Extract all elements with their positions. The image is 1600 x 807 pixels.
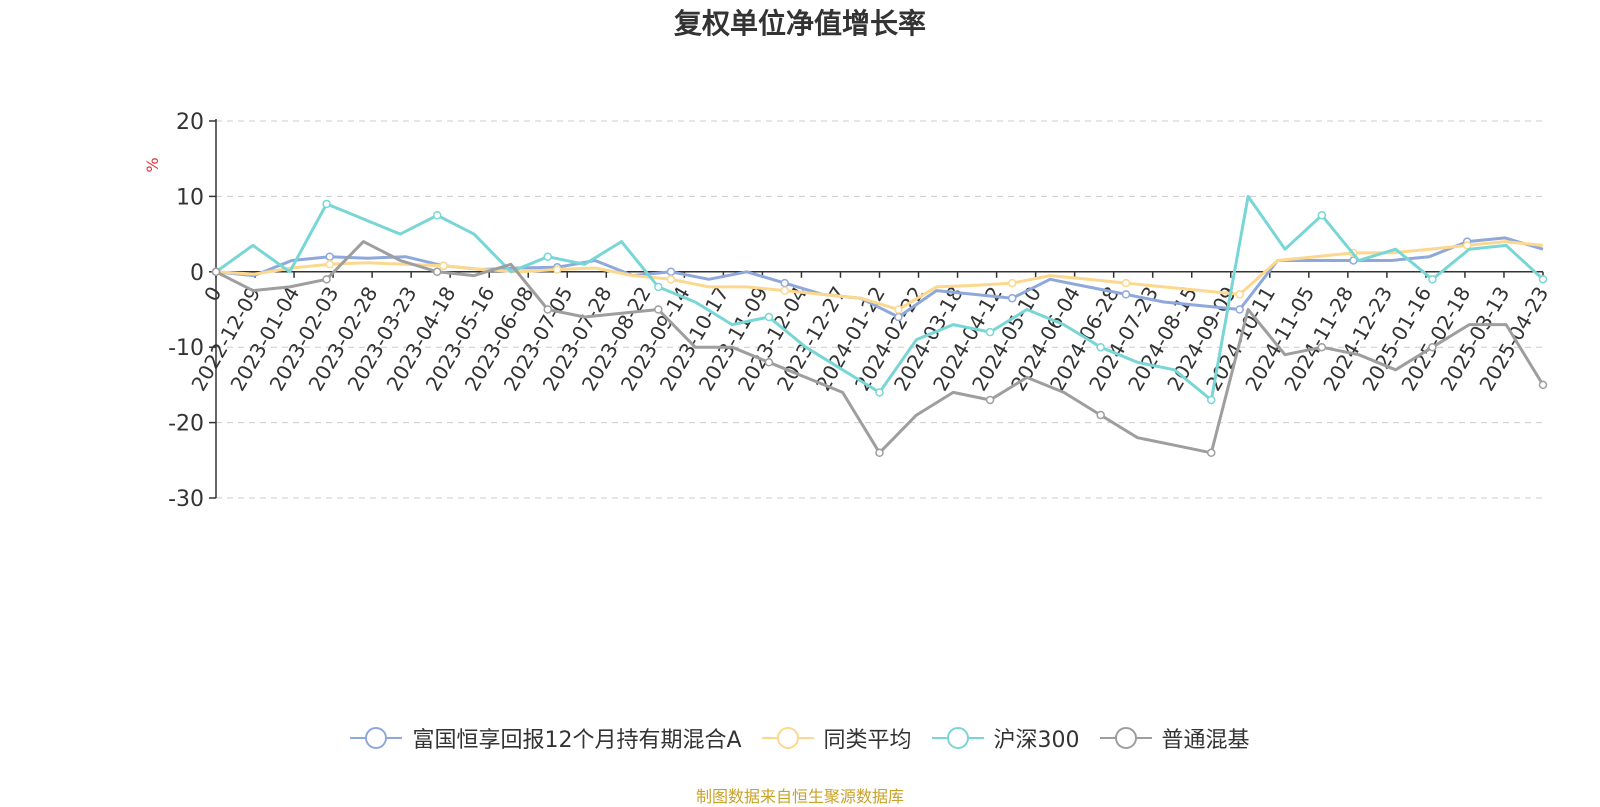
legend-label: 沪深300 <box>993 728 1080 753</box>
y-axis-label: % <box>143 157 162 172</box>
data-point <box>764 312 774 322</box>
chart-title: 复权单位净值增长率 <box>673 7 926 40</box>
legend-line-circle-icon <box>931 727 984 749</box>
data-point <box>1096 410 1105 420</box>
data-point <box>1121 278 1131 288</box>
data-point <box>322 199 331 209</box>
legend-line-circle-icon <box>1099 727 1152 749</box>
data-point <box>666 275 676 284</box>
data-point <box>325 252 334 261</box>
data-point <box>552 265 562 274</box>
data-point <box>1462 241 1472 250</box>
data-point <box>894 312 903 322</box>
legend-item-mixed-fund[interactable]: 普通混基 <box>1099 722 1250 754</box>
data-point <box>1428 275 1437 284</box>
data-point <box>1428 342 1437 352</box>
data-point <box>985 327 995 337</box>
data-point <box>1317 211 1327 220</box>
legend-item-hs300[interactable]: 沪深300 <box>931 722 1080 754</box>
data-point <box>322 275 331 284</box>
legend-label: 同类平均 <box>823 728 912 753</box>
data-point <box>894 305 903 314</box>
source-note: 制图数据来自恒生聚源数据库 <box>695 787 904 806</box>
data-point <box>1538 380 1548 390</box>
data-point <box>1007 278 1017 288</box>
data-point <box>1207 395 1216 405</box>
y-tick-label: 0 <box>190 261 204 286</box>
series-lines <box>211 194 1548 458</box>
data-point <box>325 260 334 269</box>
data-point <box>1007 293 1017 303</box>
data-point <box>780 286 789 295</box>
data-point <box>666 267 676 277</box>
data-point <box>543 252 552 261</box>
data-point <box>439 261 448 271</box>
data-point <box>780 278 789 288</box>
data-point <box>1207 448 1216 458</box>
data-point <box>1538 275 1548 284</box>
data-point <box>1121 290 1131 299</box>
data-point <box>875 448 884 458</box>
data-point <box>985 395 995 405</box>
data-point <box>432 267 442 277</box>
legend-label: 富国恒享回报12个月持有期混合A <box>412 728 742 753</box>
data-point <box>1317 342 1327 352</box>
legend-line-circle-icon <box>350 727 403 749</box>
axes: 20100-10-20-3002022-12-092023-01-042023-… <box>168 110 1553 512</box>
legend-item-peer-average[interactable]: 同类平均 <box>761 722 912 754</box>
y-tick-label: -20 <box>168 412 204 437</box>
y-tick-label: 10 <box>176 185 204 210</box>
data-point <box>654 305 663 314</box>
y-tick-label: -10 <box>168 336 204 361</box>
data-point <box>211 267 221 277</box>
legend: 富国恒享回报12个月持有期混合A 同类平均 沪深300 普通混基 <box>0 722 1600 754</box>
data-point <box>654 282 663 292</box>
data-point <box>543 305 552 314</box>
data-point <box>1096 342 1105 352</box>
x-tick-label: 0 <box>199 282 226 305</box>
legend-label: 普通混基 <box>1161 728 1250 753</box>
y-tick-label: -30 <box>168 487 204 512</box>
series-line <box>215 240 1544 311</box>
data-point <box>1235 305 1244 314</box>
data-point <box>764 358 774 367</box>
data-point <box>1235 290 1244 299</box>
data-point <box>875 388 884 397</box>
legend-line-circle-icon <box>761 727 814 749</box>
data-point <box>432 211 442 220</box>
y-tick-label: 20 <box>176 110 204 135</box>
legend-item-fund[interactable]: 富国恒享回报12个月持有期混合A <box>350 722 742 754</box>
